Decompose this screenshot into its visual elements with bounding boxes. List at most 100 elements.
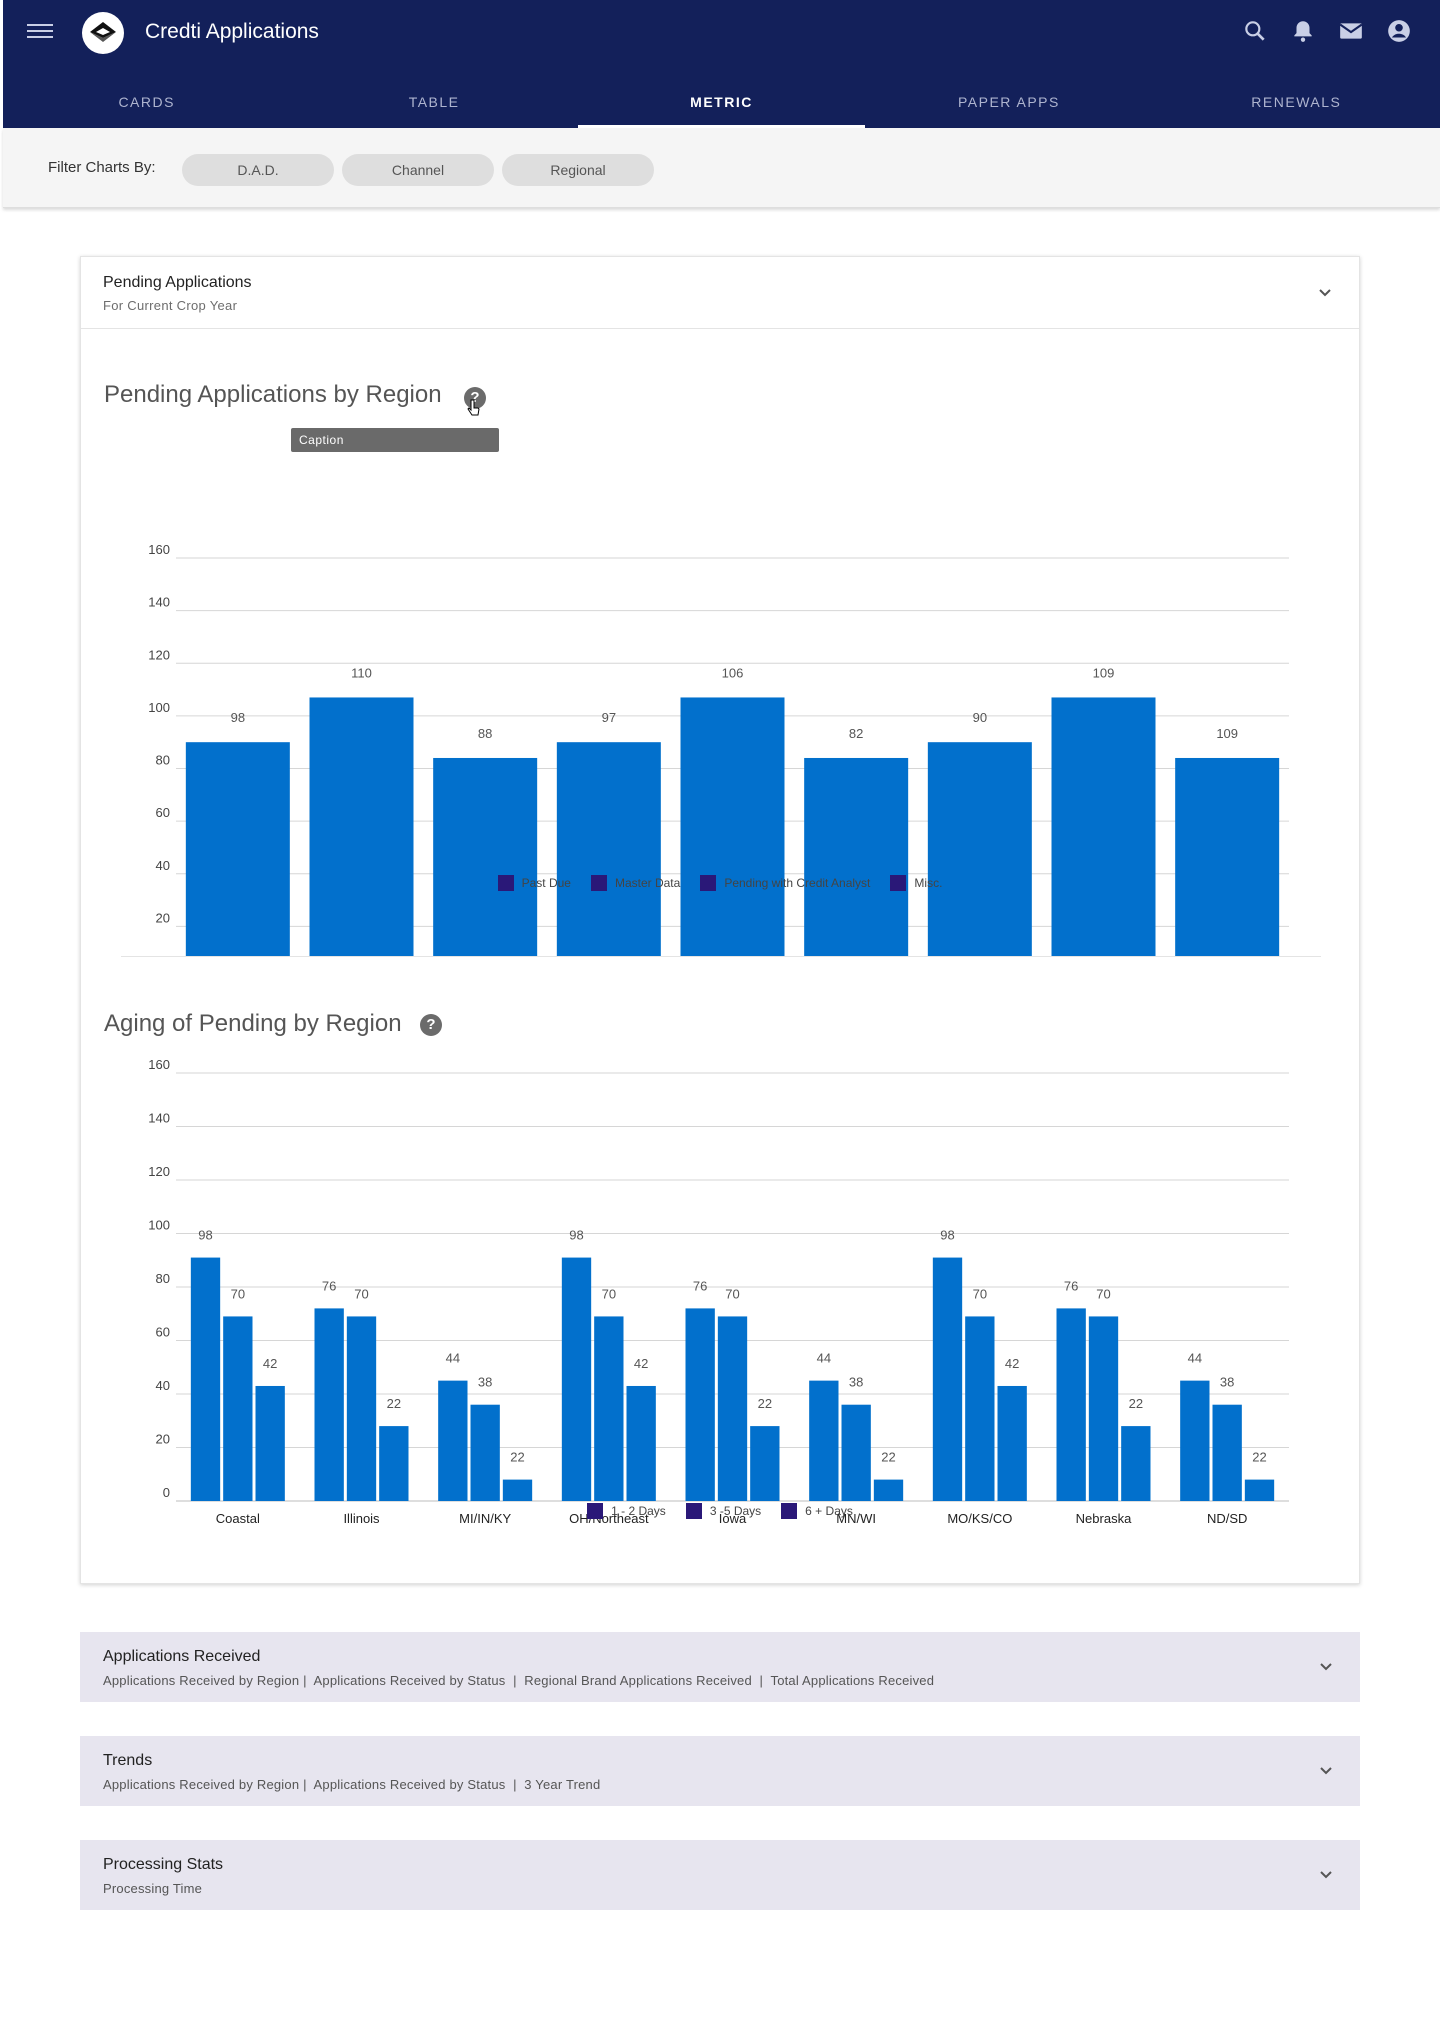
y-tick-label: 140 [148,595,170,610]
bar [556,742,661,957]
data-label: 70 [602,1286,616,1301]
app-title: Credti Applications [145,20,319,43]
bar [433,757,538,957]
bar [1088,1316,1119,1501]
data-label: 38 [478,1375,492,1390]
data-label: 98 [940,1228,954,1243]
filter-chip-dad[interactable]: D.A.D. [182,154,334,186]
tab-paper-apps[interactable]: PAPER APPS [957,94,1060,110]
help-circle-icon[interactable]: ? [464,387,486,409]
y-tick-label: 40 [156,858,170,873]
bell-icon[interactable] [1290,18,1316,44]
app-bar: Credti Applications CARDS TABLE METRIC P… [3,0,1440,128]
y-tick-label: 20 [156,910,170,925]
data-label: 42 [263,1356,277,1371]
account-circle-icon[interactable] [1386,18,1412,44]
legend-label: 6 + Days [805,1504,853,1518]
bar [809,1380,839,1501]
chevron-down-icon[interactable] [1315,283,1335,303]
legend-swatch [497,875,514,891]
data-label: 38 [849,1375,863,1390]
bar [255,1385,285,1501]
mail-icon[interactable] [1338,18,1364,44]
bar [502,1479,533,1501]
bar [841,1404,871,1501]
legend-swatch [700,875,717,891]
panel-applications-received[interactable]: Applications Received Applications Recei… [80,1632,1360,1702]
bar [1175,757,1280,957]
bar [561,1257,592,1501]
x-tick-label: MO/KS/CO [947,1511,1012,1526]
bar [804,757,909,957]
legend-item: 6 + Days [781,1503,853,1519]
filter-chip-channel[interactable]: Channel [342,154,494,186]
tab-table[interactable]: TABLE [408,94,460,110]
panel-subtitle: Applications Received by Region | Applic… [103,1673,935,1688]
y-tick-label: 120 [148,1164,170,1179]
pointer-cursor-icon [467,399,480,416]
data-label: 70 [973,1286,987,1301]
x-tick-label: ND/SD [1207,1511,1247,1526]
chevron-down-icon[interactable] [1316,1657,1336,1677]
pending-by-region-chart: 020406080100120140160CoastalIllinoisMI/I… [148,542,1289,957]
data-label: 90 [973,710,987,725]
chart2-legend: 1 - 2 Days 3 -5 Days 6 + Days [81,1503,1359,1519]
search-icon[interactable] [1242,18,1268,44]
legend-item: Pending with Credit Analyst [700,875,870,891]
help-circle-icon[interactable]: ? [420,1014,442,1036]
bar [314,1308,344,1501]
x-tick-label: MI/IN/KY [459,1511,511,1526]
bar [932,1257,963,1501]
data-label: 44 [817,1351,831,1366]
y-tick-label: 160 [148,1057,170,1072]
caption-tooltip: Caption [291,428,499,452]
panel-trends[interactable]: Trends Applications Received by Region |… [80,1736,1360,1806]
legend-item: Master Data [590,875,680,891]
chart1-legend: Past Due Master Data Pending with Credit A… [81,875,1359,891]
data-label: 76 [693,1278,707,1293]
y-tick-label: 120 [148,647,170,662]
legend-label: Misc. [914,876,943,890]
x-tick-label: MN/WI [836,1511,876,1526]
data-label: 106 [722,665,744,680]
tab-renewals[interactable]: RENEWALS [1251,94,1342,110]
data-label: 22 [1252,1450,1266,1465]
y-tick-label: 60 [156,805,170,820]
y-tick-label: 140 [148,1111,170,1126]
bar [685,1308,715,1501]
chevron-down-icon[interactable] [1316,1865,1336,1885]
x-tick-label: Iowa [719,1511,747,1526]
bar [997,1385,1027,1501]
bar [223,1316,253,1501]
bar [680,697,785,957]
bar [1180,1380,1210,1501]
data-label: 42 [634,1356,648,1371]
chart-divider [121,956,1321,957]
filter-chip-regional[interactable]: Regional [502,154,654,186]
data-label: 38 [1220,1375,1234,1390]
panel-processing-stats[interactable]: Processing Stats Processing Time [80,1840,1360,1910]
bar [717,1316,748,1501]
chevron-down-icon[interactable] [1316,1761,1336,1781]
tab-cards[interactable]: CARDS [118,94,175,110]
panel-subtitle: Processing Time [103,1881,203,1896]
pending-card-header[interactable]: Pending Applications For Current Crop Ye… [81,257,1359,329]
aging-by-region-chart: 0 20 40 60 80 100 120 140 160 Coastal Illinois MI/I… [148,1057,1289,1526]
panel-title: Trends [103,1752,153,1769]
data-label: 98 [231,710,245,725]
data-label: 70 [354,1286,368,1301]
data-label: 22 [881,1450,895,1465]
data-label: 98 [569,1228,583,1243]
bar [1056,1308,1086,1501]
data-label: 44 [1188,1351,1202,1366]
legend-label: 1 - 2 Days [611,1504,666,1518]
menu-icon[interactable] [27,20,53,44]
x-tick-label: Illinois [343,1511,380,1526]
legend-label: Pending with Credit Analyst [724,876,871,890]
y-tick-label: 100 [148,700,170,715]
filter-label: Filter Charts By: [48,159,156,176]
pending-applications-card: Pending Applications For Current Crop Ye… [80,256,1360,1584]
bar [965,1316,995,1501]
tab-metric[interactable]: METRIC [577,78,866,128]
filter-bar: Filter Charts By: D.A.D. Channel Regiona… [3,128,1440,208]
